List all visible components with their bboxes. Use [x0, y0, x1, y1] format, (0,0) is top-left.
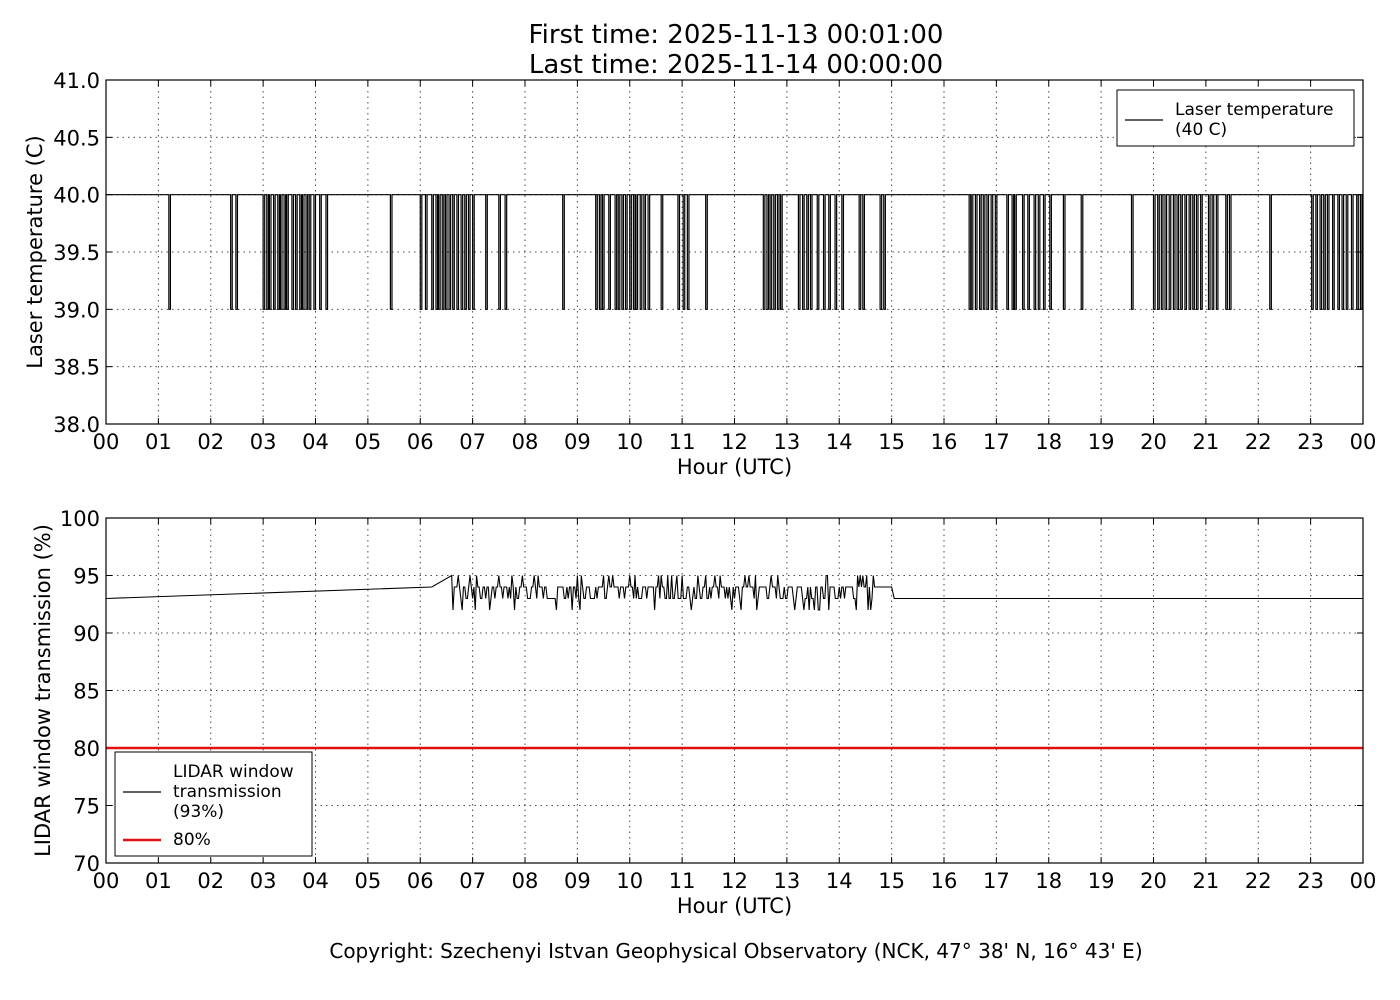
- x-tick-label: 14: [826, 430, 853, 454]
- x-tick-label: 04: [302, 430, 329, 454]
- x-tick-label: 23: [1297, 430, 1324, 454]
- x-tick-label: 12: [721, 869, 748, 893]
- x-tick-label: 09: [564, 869, 591, 893]
- y-tick-label: 70: [73, 852, 100, 876]
- x-tick-label: 13: [774, 430, 801, 454]
- x-axis-label: Hour (UTC): [677, 455, 792, 479]
- x-tick-label: 10: [616, 430, 643, 454]
- legend: LIDAR window transmission (93%) 80%: [114, 751, 313, 857]
- lidar-transmission-plot: 00 01 02 03 04 05 06 07 08 09 10 11 12 13 14 15 16 17 18 19…: [31, 507, 1376, 918]
- x-tick-label: 03: [250, 430, 277, 454]
- x-tick-label: 00: [93, 869, 120, 893]
- x-tick-label: 11: [669, 430, 696, 454]
- plot-frame: [105, 79, 1364, 425]
- x-tick-label: 09: [564, 430, 591, 454]
- y-tick-label: 38.5: [53, 356, 100, 380]
- legend-box: [1116, 89, 1355, 147]
- y-tick-label: 39.0: [53, 298, 100, 322]
- y-tick-label: 95: [73, 565, 100, 589]
- x-tick-label: 10: [616, 869, 643, 893]
- copyright-text: Copyright: Szechenyi Istvan Geophysical …: [329, 939, 1142, 963]
- x-tick-label: 23: [1297, 869, 1324, 893]
- y-tick-label: 41.0: [53, 69, 100, 93]
- x-tick-label: 19: [1088, 430, 1115, 454]
- x-tick-label: 08: [512, 430, 539, 454]
- x-tick-label: 14: [826, 869, 853, 893]
- laser-temperature-line: [106, 194, 1363, 310]
- plot-frame: [105, 517, 1364, 864]
- x-tick-label: 11: [669, 869, 696, 893]
- x-tick-label: 08: [512, 869, 539, 893]
- y-tick-label: 40.5: [53, 126, 100, 150]
- x-tick-label: 00: [93, 430, 120, 454]
- x-tick-label: 03: [250, 869, 277, 893]
- x-tick-label: 18: [1035, 869, 1062, 893]
- x-tick-label: 15: [878, 869, 905, 893]
- legend-label: LIDAR window transmission (93%): [173, 762, 294, 822]
- y-tick-label: 100: [60, 507, 100, 531]
- x-tick-label: 01: [145, 430, 172, 454]
- x-tick-label: 17: [983, 430, 1010, 454]
- x-axis-label: Hour (UTC): [677, 894, 792, 918]
- x-tick-label: 00: [1350, 869, 1377, 893]
- x-tick-label: 20: [1140, 430, 1167, 454]
- title-line-1: First time: 2025-11-13 00:01:00: [529, 20, 944, 50]
- x-tick-label: 00: [1350, 430, 1377, 454]
- x-tick-label: 22: [1245, 869, 1272, 893]
- x-tick-label: 21: [1193, 430, 1220, 454]
- y-tick-label: 75: [73, 795, 100, 819]
- y-tick-label: 85: [73, 680, 100, 704]
- x-tick-label: 22: [1245, 430, 1272, 454]
- x-tick-label: 06: [407, 869, 434, 893]
- legend: Laser temperature (40 C): [1116, 89, 1355, 147]
- x-tick-label: 06: [407, 430, 434, 454]
- y-axis-label: LIDAR window transmission (%): [31, 524, 55, 857]
- x-tick-label: 15: [878, 430, 905, 454]
- y-tick-label: 38.0: [53, 413, 100, 437]
- y-tick-label: 40.0: [53, 184, 100, 208]
- y-tick-label: 39.5: [53, 241, 100, 265]
- y-tick-label: 80: [73, 737, 100, 761]
- x-tick-label: 13: [774, 869, 801, 893]
- legend-label: 80%: [173, 830, 211, 850]
- y-axis-label: Laser temperature (C): [23, 135, 47, 368]
- x-tick-label: 16: [931, 430, 958, 454]
- laser-temperature-plot: 00 01 02 03 04 05 06 07 08 09 10 11 12 13 14 15 16 17 18 19…: [23, 69, 1376, 479]
- y-tick-label: 90: [73, 622, 100, 646]
- x-tick-label: 20: [1140, 869, 1167, 893]
- legend-box: [114, 751, 313, 857]
- lidar-transmission-line: [105, 574, 1363, 611]
- x-tick-label: 02: [197, 430, 224, 454]
- x-tick-label: 21: [1193, 869, 1220, 893]
- x-tick-label: 19: [1088, 869, 1115, 893]
- title-line-2: Last time: 2025-11-14 00:00:00: [529, 50, 943, 80]
- x-tick-label: 04: [302, 869, 329, 893]
- legend-label: Laser temperature (40 C): [1175, 100, 1333, 140]
- x-tick-label: 01: [145, 869, 172, 893]
- x-tick-label: 18: [1035, 430, 1062, 454]
- x-tick-label: 12: [721, 430, 748, 454]
- x-tick-label: 17: [983, 869, 1010, 893]
- x-tick-label: 05: [355, 430, 382, 454]
- x-tick-label: 16: [931, 869, 958, 893]
- x-tick-label: 05: [355, 869, 382, 893]
- x-tick-label: 07: [459, 869, 486, 893]
- x-tick-label: 02: [197, 869, 224, 893]
- x-tick-label: 07: [459, 430, 486, 454]
